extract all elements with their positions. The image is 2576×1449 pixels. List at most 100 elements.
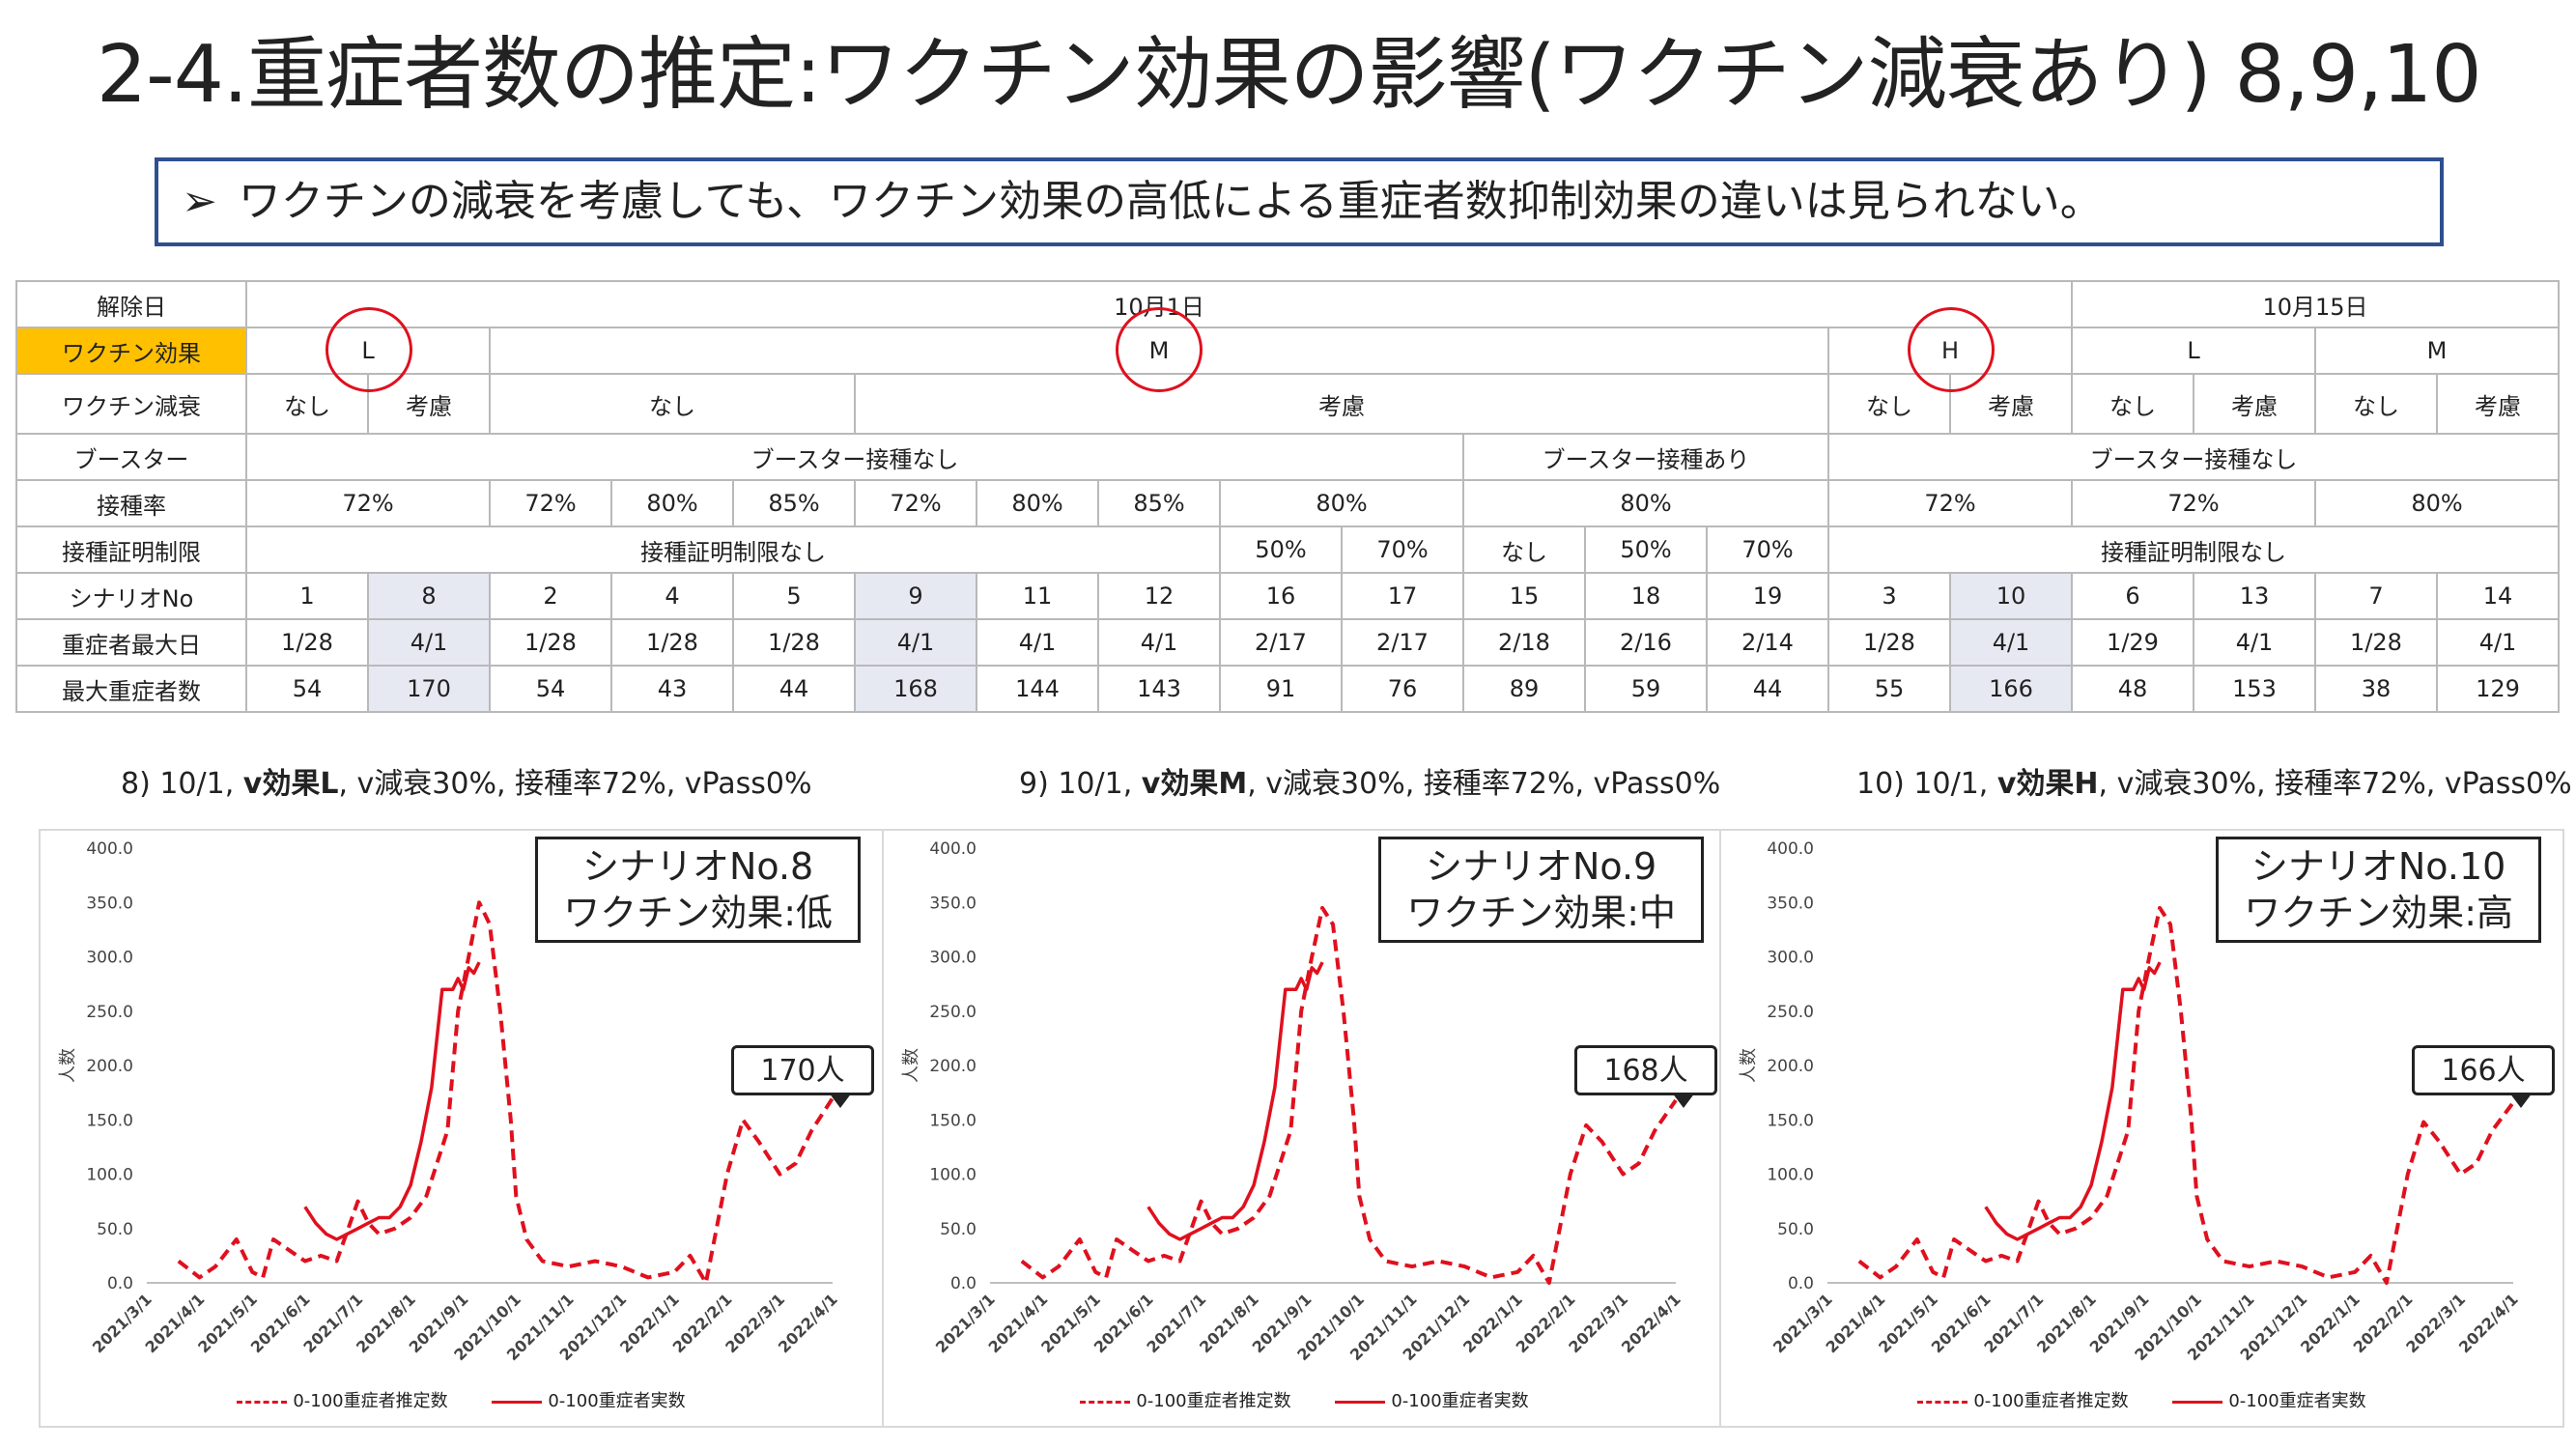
cell-peak-count: 170 <box>367 665 491 713</box>
cell-peak-count: 54 <box>489 665 612 713</box>
legend-item-actual: 0-100重症者実数 <box>1335 1387 1529 1412</box>
table-row-scenario: シナリオNo 1 8 2 4 5 9 11 12 16 17 15 18 19 … <box>15 572 2560 620</box>
cell-certificate: 70% <box>1341 526 1464 574</box>
chart-legend: 0-100重症者推定数 0-100重症者実数 <box>1721 1387 2562 1412</box>
cell-peak-date: 4/1 <box>2193 618 2316 667</box>
y-tick-label: 400.0 <box>86 839 133 859</box>
y-tick-label: 100.0 <box>1767 1166 1814 1185</box>
y-tick-label: 200.0 <box>929 1057 977 1076</box>
scenario-label-box: シナリオNo.9 ワクチン効果:中 <box>1378 837 1704 943</box>
cell-peak-count: 76 <box>1341 665 1464 713</box>
y-tick-label: 150.0 <box>1767 1111 1814 1130</box>
cell-certificate: 50% <box>1219 526 1343 574</box>
scenario-label-box: シナリオNo.10 ワクチン効果:高 <box>2216 837 2541 943</box>
cell-peak-date: 2/17 <box>1341 618 1464 667</box>
cell-peak-count: 48 <box>2071 665 2194 713</box>
y-tick-label: 250.0 <box>86 1003 133 1022</box>
table-row-release-date: 解除日 10月1日 10月15日 <box>15 280 2560 328</box>
legend-label: 0-100重症者実数 <box>2228 1391 2366 1411</box>
row-label: 重症者最大日 <box>15 618 247 667</box>
chart-panel-8: 0.0 50.0 100.0 150.0 200.0 250.0 300.0 350.0 400… <box>39 829 884 1428</box>
chart-legend: 0-100重症者推定数 0-100重症者実数 <box>41 1387 882 1412</box>
cell-peak-date: 1/28 <box>732 618 856 667</box>
row-label: 最大重症者数 <box>15 665 247 713</box>
y-tick-label: 250.0 <box>929 1003 977 1022</box>
series-line-actual <box>303 961 481 1241</box>
effect-label: ワクチン効果:中 <box>1406 892 1676 934</box>
cell-scenario: 4 <box>610 572 734 620</box>
cell-effect: M <box>489 327 1829 375</box>
caption-prefix: 8) 10/1, <box>121 767 243 801</box>
legend-item-estimated: 0-100重症者推定数 <box>237 1387 448 1412</box>
effect-label: ワクチン効果:低 <box>563 892 833 934</box>
row-label-highlighted: ワクチン効果 <box>15 327 247 375</box>
table-row-vaccine-effect: ワクチン効果 L M H L M <box>15 327 2560 375</box>
cell-coverage: 72% <box>854 479 977 527</box>
cell-coverage: 80% <box>2314 479 2560 527</box>
cell-scenario: 16 <box>1219 572 1343 620</box>
cell-peak-date: 1/28 <box>1827 618 1951 667</box>
cell-peak-count: 153 <box>2193 665 2316 713</box>
legend-dashed-line-icon <box>1080 1400 1131 1404</box>
conclusion-text: ワクチンの減衰を考慮しても、ワクチン効果の高低による重症者数抑制効果の違いは見ら… <box>238 177 2103 226</box>
cell-coverage: 72% <box>1827 479 2073 527</box>
cell-peak-date: 4/1 <box>367 618 491 667</box>
row-label: ブースター <box>15 433 247 481</box>
cell-peak-date: 4/1 <box>854 618 977 667</box>
cell-decay: なし <box>2071 373 2194 435</box>
cell-decay: なし <box>2314 373 2438 435</box>
legend-solid-line-icon <box>2172 1400 2223 1404</box>
cell-scenario: 9 <box>854 572 977 620</box>
cell-peak-count: 168 <box>854 665 977 713</box>
legend-item-estimated: 0-100重症者推定数 <box>1080 1387 1291 1412</box>
chart-panel-10: 0.0 50.0 100.0 150.0 200.0 250.0 300.0 350.0 400… <box>1719 829 2564 1428</box>
series-line-actual <box>1146 961 1324 1241</box>
cell-certificate: 接種証明制限なし <box>245 526 1221 574</box>
cell-decay: 考慮 <box>854 373 1829 435</box>
legend-item-estimated: 0-100重症者推定数 <box>1917 1387 2129 1412</box>
cell-scenario: 2 <box>489 572 612 620</box>
cell-certificate: 接種証明制限なし <box>1827 526 2560 574</box>
cell-peak-date: 2/17 <box>1219 618 1343 667</box>
y-tick-label: 0.0 <box>950 1274 977 1293</box>
cell-peak-date: 1/28 <box>2314 618 2438 667</box>
cell-peak-date: 2/14 <box>1706 618 1829 667</box>
cell-scenario: 6 <box>2071 572 2194 620</box>
cell-scenario: 8 <box>367 572 491 620</box>
cell-decay: なし <box>245 373 369 435</box>
page-title: 2-4.重症者数の推定:ワクチン効果の影響(ワクチン減衰あり) 8,9,10 <box>97 29 2481 121</box>
scenario-label-box: シナリオNo.8 ワクチン効果:低 <box>535 837 861 943</box>
peak-callout: 166人 <box>2412 1045 2555 1108</box>
table-row-coverage: 接種率 72% 72% 80% 85% 72% 80% 85% 80% 80% … <box>15 479 2560 527</box>
y-tick-label: 250.0 <box>1767 1003 1814 1022</box>
cell-peak-count: 143 <box>1097 665 1221 713</box>
cell-scenario: 14 <box>2436 572 2560 620</box>
cell-peak-count: 166 <box>1949 665 2073 713</box>
cell-peak-date: 4/1 <box>1097 618 1221 667</box>
cell-peak-count: 59 <box>1584 665 1708 713</box>
cell-decay: 考慮 <box>2193 373 2316 435</box>
cell-peak-date: 2/16 <box>1584 618 1708 667</box>
table-row-certificate: 接種証明制限 接種証明制限なし 50% 70% なし 50% 70% 接種証明制… <box>15 526 2560 574</box>
cell-coverage: 80% <box>610 479 734 527</box>
caption-bold: v効果M <box>1141 767 1248 801</box>
y-tick-label: 200.0 <box>1767 1057 1814 1076</box>
y-tick-label: 300.0 <box>1767 949 1814 968</box>
legend-solid-line-icon <box>1335 1400 1386 1404</box>
series-line-estimated <box>177 900 835 1285</box>
y-tick-label: 350.0 <box>929 894 977 913</box>
cell-scenario: 3 <box>1827 572 1951 620</box>
conclusion-box: ➢ ワクチンの減衰を考慮しても、ワクチン効果の高低による重症者数抑制効果の違いは見… <box>155 157 2444 246</box>
caption-bold: v効果H <box>1996 767 2099 801</box>
cell-peak-date: 1/28 <box>245 618 369 667</box>
cell-certificate: なし <box>1462 526 1586 574</box>
cell-scenario: 10 <box>1949 572 2073 620</box>
cell-peak-date: 1/28 <box>489 618 612 667</box>
y-tick-label: 50.0 <box>940 1220 977 1239</box>
cell-release-oct15: 10月15日 <box>2071 280 2560 328</box>
cell-effect: H <box>1827 327 2073 375</box>
cell-certificate: 50% <box>1584 526 1708 574</box>
cell-decay: なし <box>1827 373 1951 435</box>
cell-peak-count: 55 <box>1827 665 1951 713</box>
cell-coverage: 72% <box>2071 479 2316 527</box>
